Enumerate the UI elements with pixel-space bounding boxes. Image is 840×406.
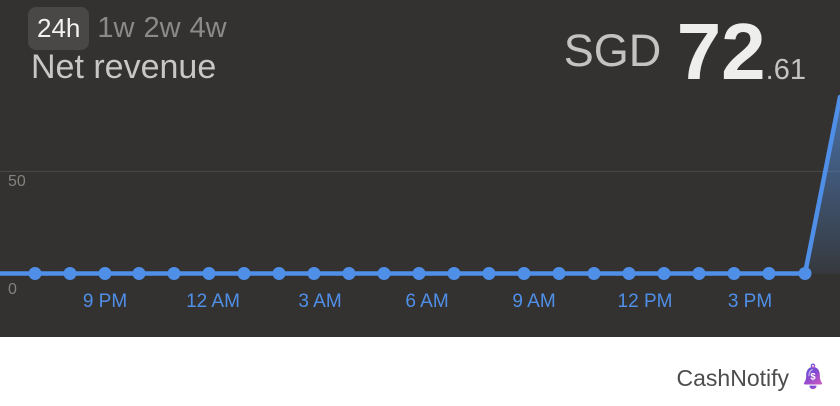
svg-text:$: $ bbox=[810, 370, 816, 381]
